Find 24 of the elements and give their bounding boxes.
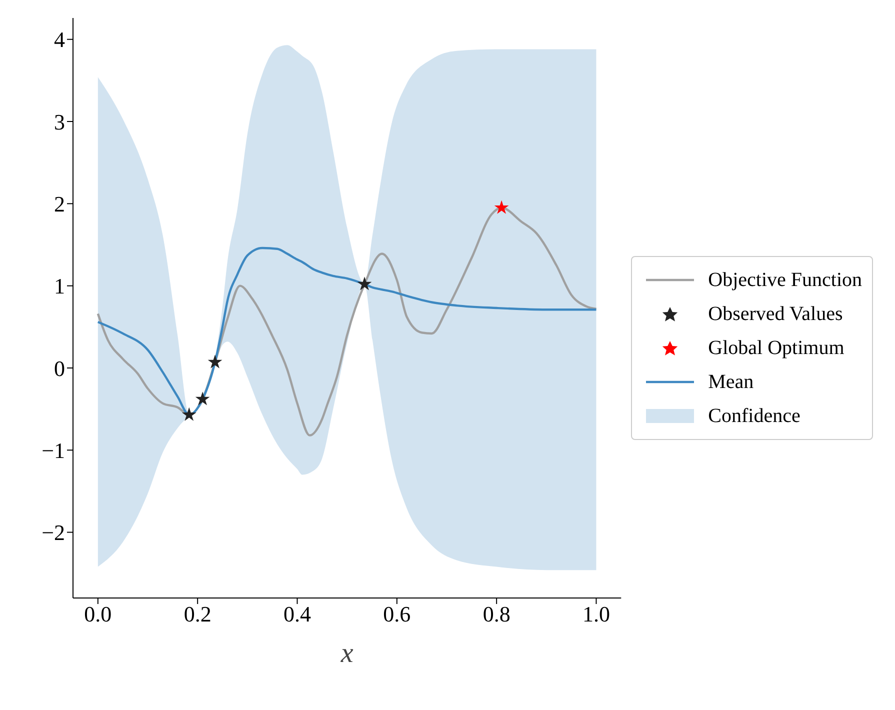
legend-label: Global Optimum (708, 336, 844, 360)
point (182, 407, 196, 421)
legend-label: Confidence (708, 404, 800, 428)
point (195, 392, 210, 406)
y-tick-label: 4 (54, 27, 65, 52)
legend-label: Objective Function (708, 268, 862, 292)
legend-label: Mean (708, 370, 754, 394)
point (208, 354, 222, 368)
point (357, 276, 372, 290)
y-tick-label: −1 (42, 438, 65, 463)
y-tick-label: 0 (54, 356, 65, 381)
point (494, 200, 509, 214)
x-tick-label: 0.0 (84, 602, 112, 627)
x-tick-label: 0.2 (184, 602, 212, 627)
x-tick-label: 0.6 (383, 602, 411, 627)
x-tick-label: 0.8 (482, 602, 510, 627)
x-axis-title: x (340, 638, 354, 669)
x-tick-label: 0.4 (283, 602, 311, 627)
y-tick-label: −2 (42, 520, 65, 546)
y-tick-label: 2 (54, 191, 65, 216)
y-tick-label: 1 (54, 274, 65, 299)
x-tick-label: 1.0 (582, 602, 610, 627)
y-tick-label: 3 (54, 109, 65, 134)
legend-label: Observed Values (708, 302, 843, 326)
